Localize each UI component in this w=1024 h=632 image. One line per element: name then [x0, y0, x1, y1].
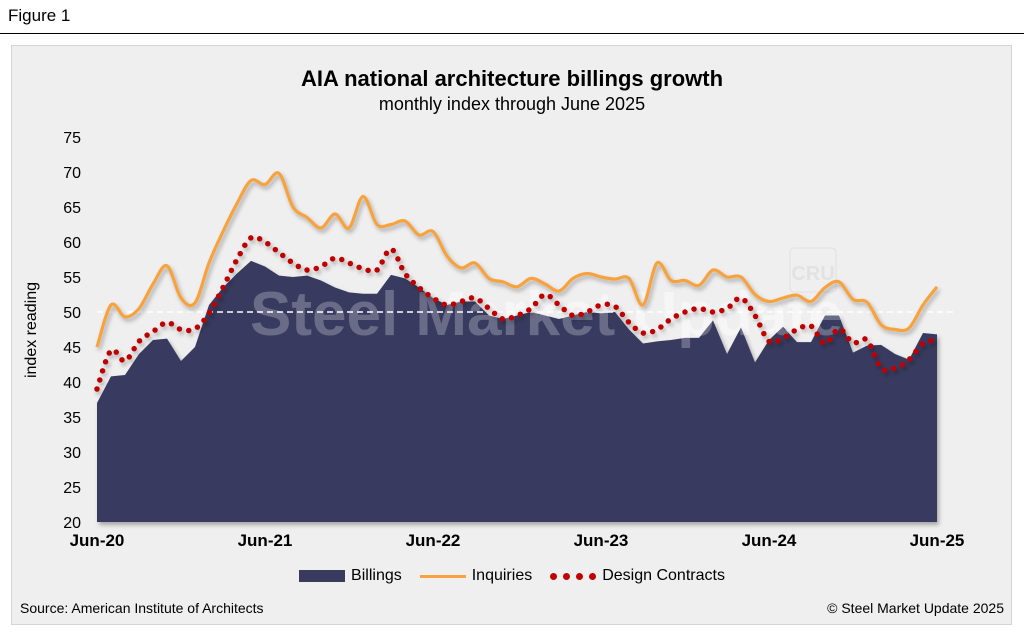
y-tick-label: 45 — [63, 340, 81, 357]
chart-title: AIA national architecture billings growt… — [300, 66, 724, 91]
x-tick-label: Jun-21 — [238, 531, 293, 550]
watermark-overlay: Steel Market Update — [250, 280, 843, 349]
y-tick-label: 75 — [63, 130, 81, 147]
inquiries-line — [95, 171, 939, 348]
legend-item-inquiries: Inquiries — [419, 567, 533, 585]
x-tick-label: Jun-24 — [742, 531, 797, 550]
y-tick-label: 60 — [63, 235, 81, 252]
series-group: Steel Market Update — [94, 171, 957, 522]
y-tick-label: 30 — [63, 445, 81, 462]
legend-label: Design Contracts — [602, 567, 725, 584]
legend-item-billings: Billings — [299, 567, 402, 585]
legend-swatch-design-contracts — [550, 572, 597, 580]
x-axis-ticks: Jun-20 Jun-21 Jun-22 Jun-23 Jun-24 Jun-25 — [70, 531, 965, 550]
y-tick-label: 40 — [63, 375, 81, 392]
watermark-badge — [789, 247, 837, 293]
legend-swatch-billings — [299, 570, 346, 582]
y-tick-label: 50 — [63, 305, 81, 322]
x-tick-label: Jun-23 — [574, 531, 629, 550]
y-tick-label: 25 — [63, 480, 81, 497]
x-tick-label: Jun-25 — [910, 531, 965, 550]
copyright-note: © Steel Market Update 2025 — [827, 600, 1004, 616]
chart-subtitle: monthly index through June 2025 — [378, 94, 646, 114]
x-tick-label: Jun-22 — [406, 531, 461, 550]
design-contracts-line — [94, 234, 940, 392]
y-axis-label: index reading — [23, 282, 40, 378]
x-tick-label: Jun-20 — [70, 531, 125, 550]
divider — [0, 33, 1024, 34]
y-tick-label: 35 — [63, 410, 81, 427]
legend-swatch-inquiries — [419, 574, 466, 578]
y-axis-ticks: 20 25 30 35 40 45 50 55 60 65 70 75 — [63, 130, 81, 532]
y-tick-label: 65 — [63, 200, 81, 217]
y-tick-label: 55 — [63, 270, 81, 287]
billings-area — [97, 260, 937, 522]
y-tick-label: 20 — [63, 515, 81, 532]
legend-item-design-contracts: Design Contracts — [550, 567, 725, 585]
watermark-badge-text: CRU — [791, 263, 834, 285]
legend: Billings Inquiries Design Contracts — [0, 567, 1024, 585]
legend-label: Billings — [351, 567, 402, 584]
y-tick-label: 70 — [63, 165, 81, 182]
source-note: Source: American Institute of Architects — [20, 600, 264, 616]
figure-label: Figure 1 — [8, 6, 71, 25]
legend-label: Inquiries — [471, 567, 533, 584]
